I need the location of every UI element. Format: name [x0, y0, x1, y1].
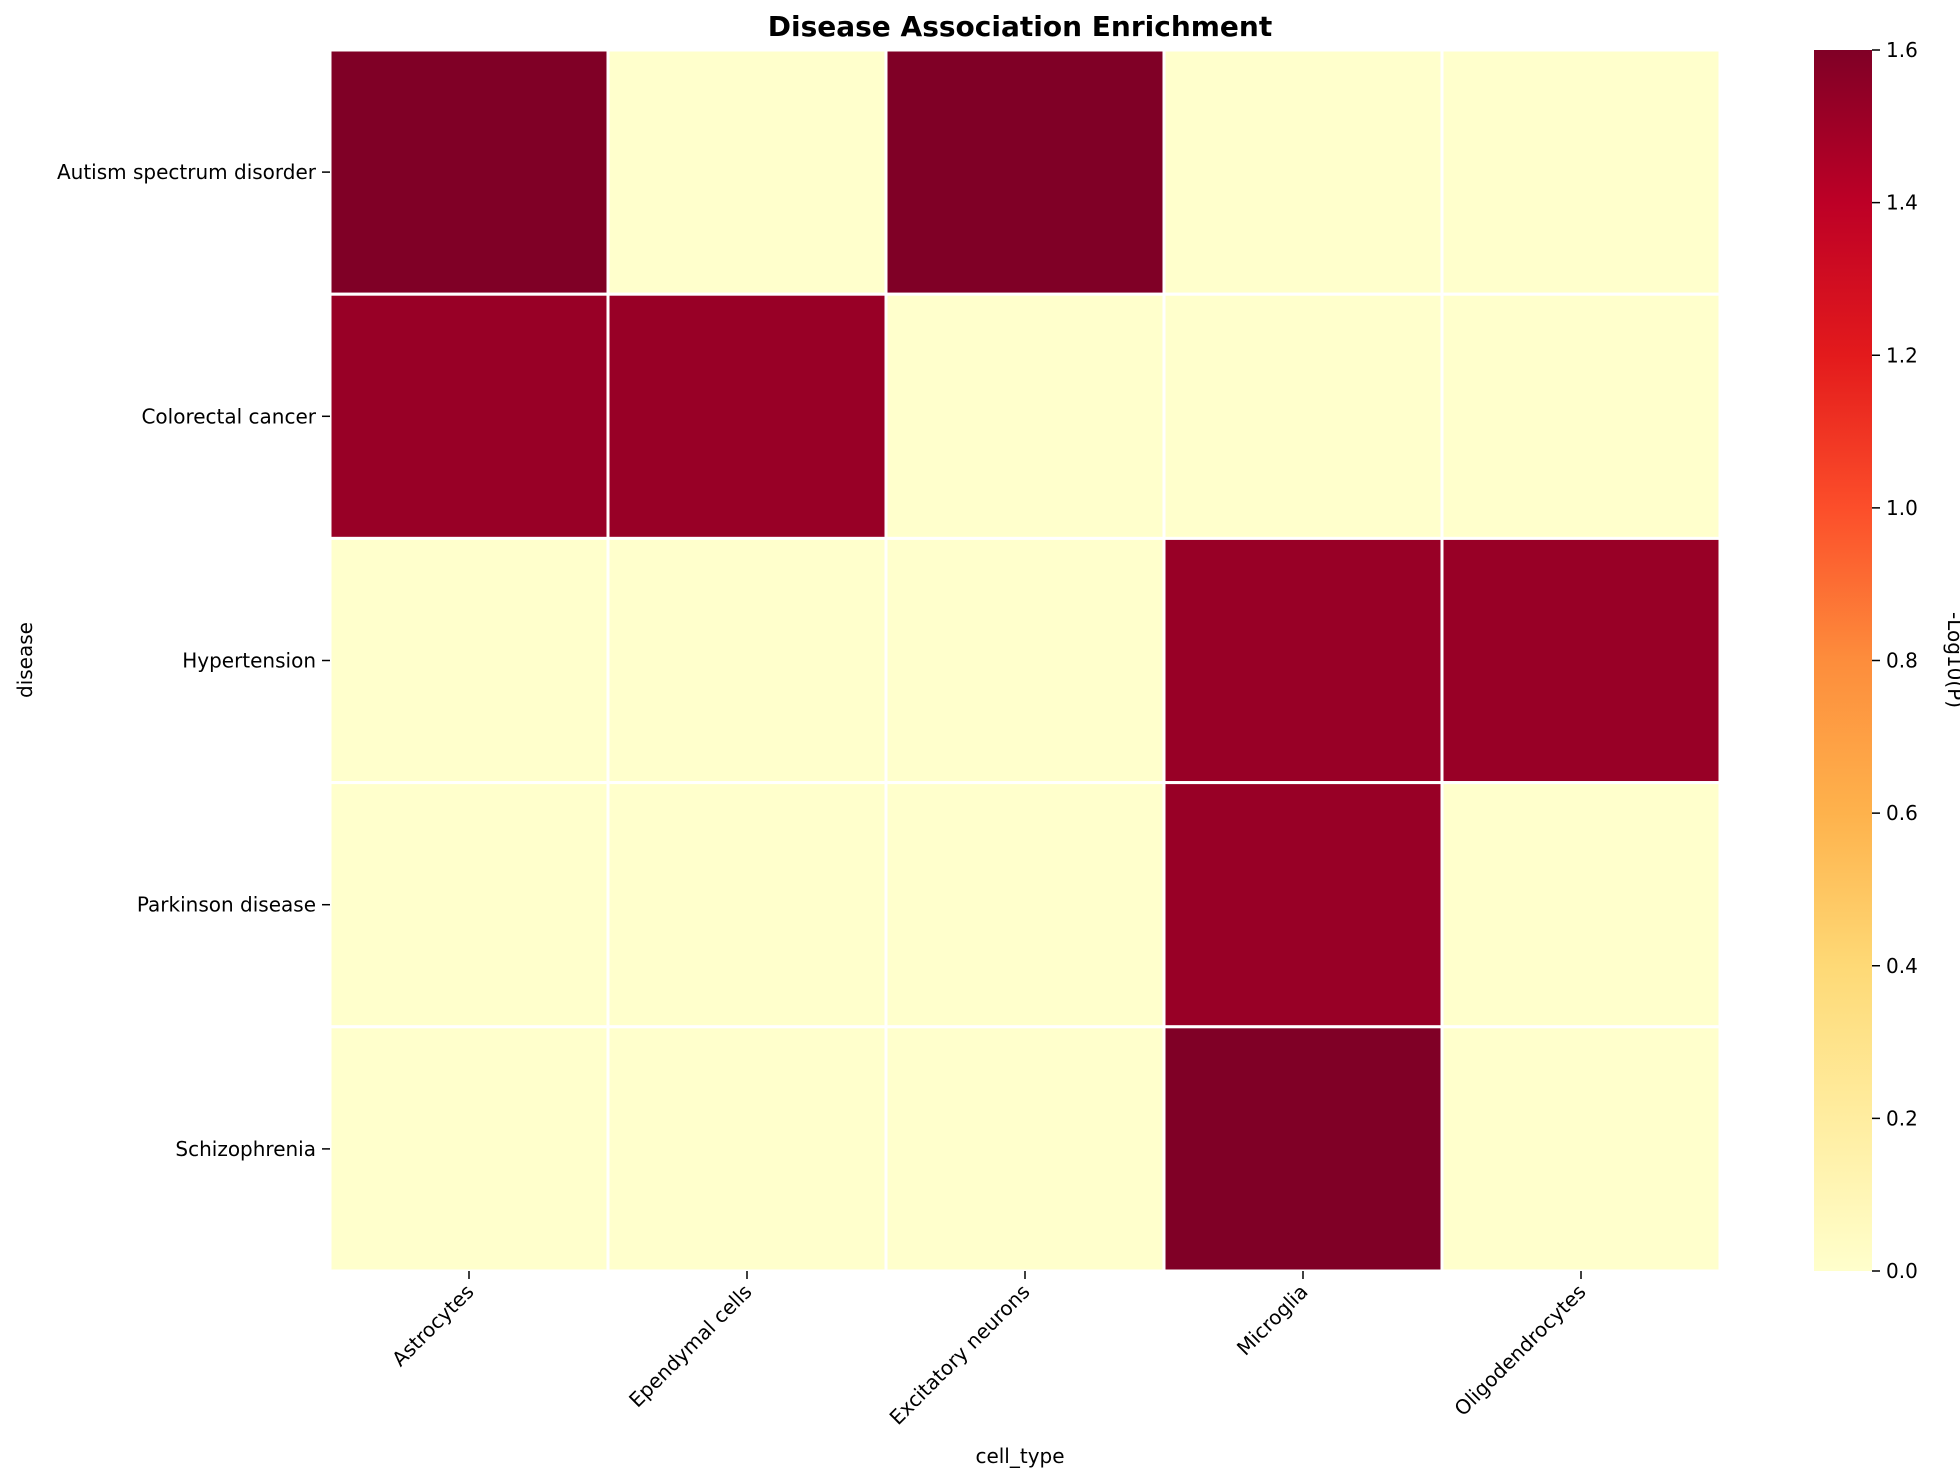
heatmap-cell — [1440, 48, 1722, 296]
x-tick-label: Ependymal cells — [624, 1280, 756, 1412]
colorbar-tick-label: 1.2 — [1886, 343, 1918, 367]
heatmap-cell — [328, 292, 610, 540]
y-tick-label: Schizophrenia — [175, 1137, 316, 1161]
y-tick-label: Parkinson disease — [137, 893, 316, 917]
heatmap-cell — [328, 781, 610, 1029]
heatmap-cell — [606, 292, 888, 540]
heatmap-cell — [606, 1025, 888, 1273]
x-axis-ticks: Astrocytes Ependymal cells Excitatory neur… — [387, 1271, 1591, 1430]
heatmap-cell — [328, 536, 610, 785]
heatmap-cell — [1440, 1025, 1722, 1273]
colorbar-tick-label: 0.4 — [1886, 954, 1918, 978]
heatmap-cell — [884, 48, 1166, 296]
heatmap-cell — [884, 292, 1166, 540]
y-tick-label: Autism spectrum disorder — [57, 160, 317, 184]
colorbar-tick-label: 1.0 — [1886, 496, 1918, 520]
chart-title: Disease Association Enrichment — [768, 10, 1273, 43]
colorbar-tick-label: 1.6 — [1886, 38, 1918, 62]
heatmap-cell — [1440, 292, 1722, 540]
x-tick-label: Microglia — [1232, 1280, 1313, 1361]
heatmap-cell — [606, 781, 888, 1029]
heatmap-cell — [1162, 1025, 1444, 1273]
x-tick-label: Excitatory neurons — [885, 1280, 1035, 1430]
y-axis-label: disease — [13, 622, 37, 698]
colorbar-ticks: 0.0 0.2 0.4 0.6 0.8 1.0 1.2 1.4 1.6 — [1872, 38, 1918, 1283]
y-tick-label: Hypertension — [182, 649, 316, 673]
heatmap-cell — [1440, 781, 1722, 1029]
colorbar: 0.0 0.2 0.4 0.6 0.8 1.0 1.2 1.4 1.6 -Log10(P) — [1814, 38, 1960, 1283]
heatmap-cell — [328, 48, 610, 296]
heatmap-cells — [328, 48, 1722, 1273]
heatmap-cell — [328, 1025, 610, 1273]
colorbar-label: -Log10(P) — [1943, 612, 1960, 708]
colorbar-tick-label: 0.8 — [1886, 649, 1918, 673]
heatmap-cell — [606, 48, 888, 296]
y-tick-label: Colorectal cancer — [141, 404, 316, 428]
heatmap-cell — [1440, 536, 1722, 785]
y-axis-ticks: Autism spectrum disorder Colorectal cance… — [57, 160, 330, 1161]
heatmap-cell — [1162, 781, 1444, 1029]
heatmap-cell — [1162, 292, 1444, 540]
heatmap-cell — [606, 536, 888, 785]
x-axis-label: cell_type — [975, 1444, 1064, 1468]
colorbar-tick-label: 1.4 — [1886, 191, 1918, 215]
heatmap-cell — [884, 536, 1166, 785]
x-tick-label: Astrocytes — [387, 1280, 478, 1371]
heatmap-cell — [1162, 48, 1444, 296]
heatmap-cell — [1162, 536, 1444, 785]
colorbar-gradient — [1814, 50, 1872, 1271]
heatmap-cell — [884, 781, 1166, 1029]
colorbar-tick-label: 0.0 — [1886, 1259, 1918, 1283]
colorbar-tick-label: 0.2 — [1886, 1106, 1918, 1130]
heatmap-cell — [884, 1025, 1166, 1273]
x-tick-label: Oligodendrocytes — [1449, 1280, 1590, 1421]
colorbar-tick-label: 0.6 — [1886, 801, 1918, 825]
